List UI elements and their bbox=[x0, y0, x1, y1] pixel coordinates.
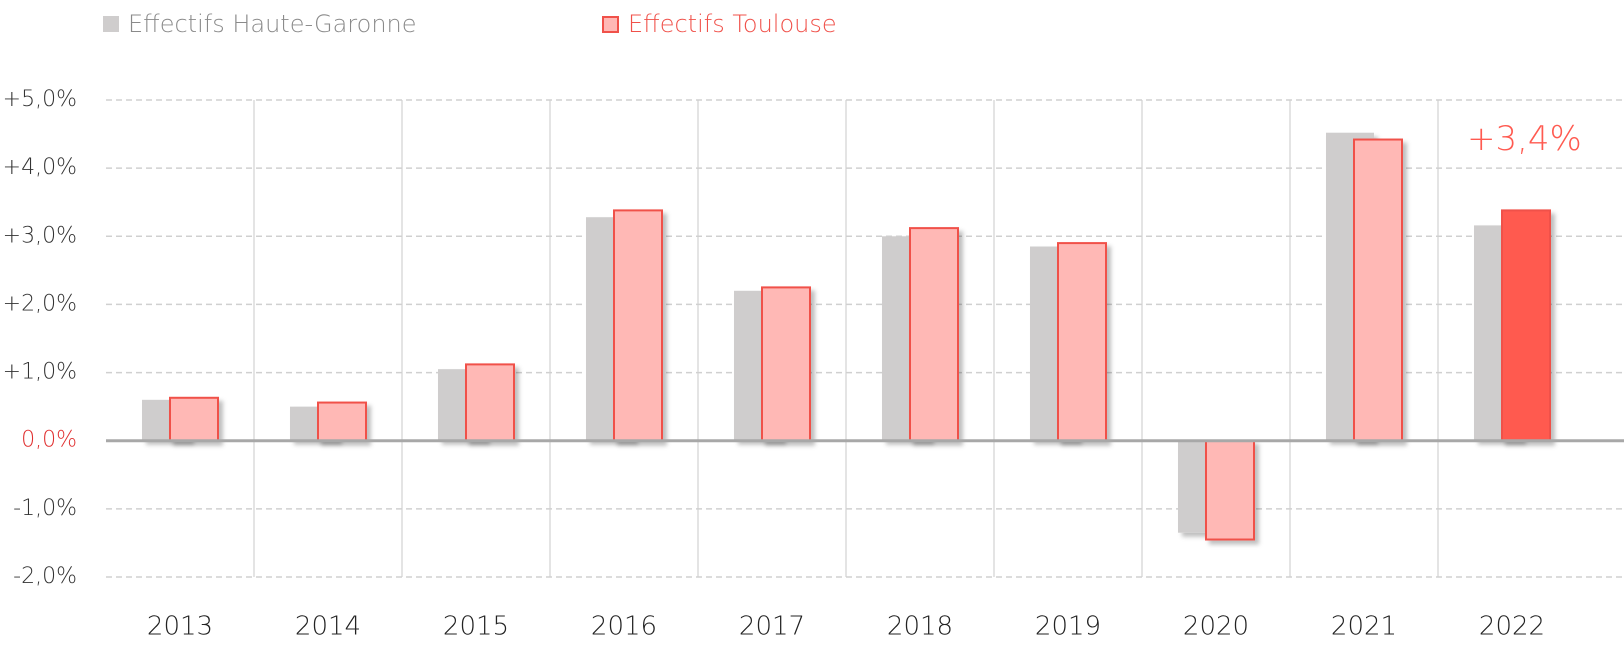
y-tick-label: 0,0% bbox=[21, 428, 77, 453]
x-tick-label: 2022 bbox=[1479, 612, 1545, 642]
x-tick-label: 2013 bbox=[147, 612, 213, 642]
y-tick-label: +1,0% bbox=[3, 360, 77, 385]
y-tick-label: +3,0% bbox=[3, 223, 77, 248]
x-tick-label: 2014 bbox=[295, 612, 361, 642]
y-tick-label: +4,0% bbox=[3, 155, 77, 180]
x-tick-label: 2015 bbox=[443, 612, 509, 642]
legend-label: Effectifs Toulouse bbox=[628, 10, 837, 38]
x-tick-label: 2021 bbox=[1331, 612, 1397, 642]
bar bbox=[909, 227, 959, 442]
bar bbox=[1057, 242, 1107, 442]
x-tick-label: 2019 bbox=[1035, 612, 1101, 642]
bar bbox=[761, 286, 811, 442]
bar bbox=[465, 363, 515, 442]
legend-label: Effectifs Haute-Garonne bbox=[128, 10, 417, 38]
x-tick-label: 2020 bbox=[1183, 612, 1249, 642]
bar bbox=[613, 209, 663, 442]
legend-swatch bbox=[602, 16, 619, 33]
x-tick-label: 2016 bbox=[591, 612, 657, 642]
x-tick-label: 2017 bbox=[739, 612, 805, 642]
x-tick-label: 2018 bbox=[887, 612, 953, 642]
data-label: +3,4% bbox=[1467, 119, 1582, 159]
bar bbox=[169, 396, 219, 442]
y-tick-label: +5,0% bbox=[3, 87, 77, 112]
y-tick-label: -1,0% bbox=[13, 496, 77, 521]
legend-swatch bbox=[103, 16, 119, 32]
bar bbox=[1353, 138, 1403, 442]
bar bbox=[1205, 439, 1255, 541]
bar bbox=[317, 401, 367, 442]
bar bbox=[1501, 209, 1551, 442]
y-tick-label: +2,0% bbox=[3, 291, 77, 316]
y-tick-label: -2,0% bbox=[13, 564, 77, 589]
